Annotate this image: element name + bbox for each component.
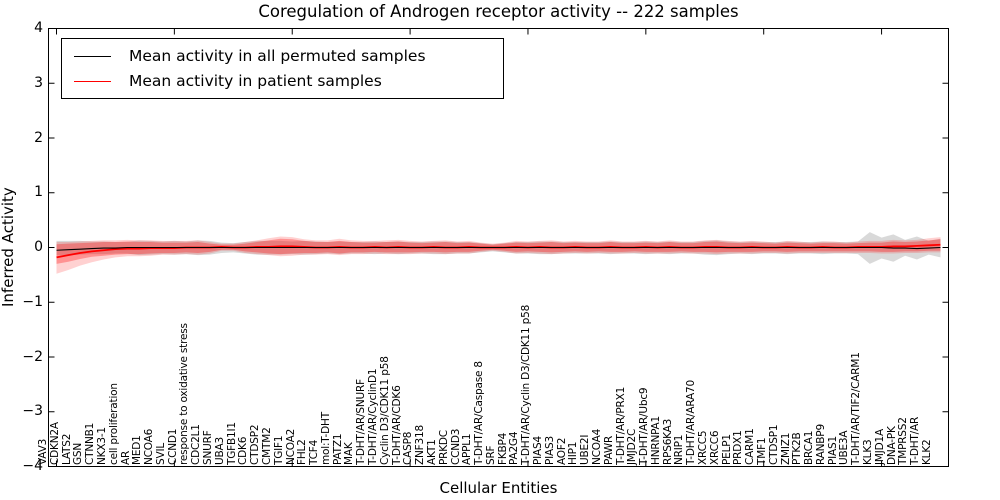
x-tick-label: RANBP9 — [814, 424, 827, 465]
x-tick-label: UBA3 — [213, 437, 226, 465]
x-tick-label: SVIL — [154, 443, 167, 465]
x-tick-label: SRF — [484, 445, 497, 465]
x-tick-label: cell proliferation — [107, 383, 120, 465]
x-tick-label: KLK2 — [921, 439, 933, 465]
x-axis-label: Cellular Entities — [439, 479, 558, 497]
y-tick-label: −1 — [22, 293, 43, 310]
y-tick-label: 1 — [34, 184, 43, 201]
legend-label-patient: Mean activity in patient samples — [129, 72, 382, 90]
y-tick-label: −2 — [22, 348, 43, 365]
x-tick-label: PRKDC — [437, 430, 450, 465]
x-tick-label: CMTM2 — [260, 427, 273, 465]
legend-label-permuted: Mean activity in all permuted samples — [129, 47, 426, 65]
y-tick-label: 0 — [34, 239, 43, 255]
patient-line-swatch — [74, 80, 111, 82]
y-tick-label: −4 — [22, 458, 43, 474]
y-tick-label: 2 — [34, 129, 43, 146]
legend-box: Mean activity in all permuted samples Me… — [61, 38, 504, 99]
legend-item-patient: Mean activity in patient samples — [74, 72, 503, 90]
x-tick-label: CDKN2A — [48, 422, 61, 465]
x-tick-label: NKX3-1 — [95, 427, 108, 465]
x-tick-label: HNRNPA1 — [649, 415, 662, 465]
patient-band-inner — [56, 238, 941, 264]
permuted-mean-line — [56, 246, 941, 251]
x-tick-label: PIAS3 — [543, 436, 556, 465]
x-tick-label: AKT1 — [425, 439, 438, 465]
y-tick-label: 4 — [34, 20, 43, 36]
x-tick-label: mol:T-DHT — [319, 412, 332, 465]
x-tick-label: JMJD1A — [873, 428, 886, 465]
x-tick-label: PAWR — [602, 435, 615, 465]
y-tick-label: 3 — [34, 74, 43, 91]
x-tick-label: TGIF1 — [272, 435, 285, 465]
permuted-line-swatch — [74, 55, 111, 57]
x-tick-label: Cyclin D3/CDK11 p58 — [378, 356, 391, 465]
y-tick-label: −3 — [22, 403, 43, 420]
legend-item-permuted: Mean activity in all permuted samples — [74, 47, 503, 65]
x-tick-label: XRCC6 — [708, 430, 721, 465]
x-tick-label: CTDSP1 — [767, 424, 780, 465]
chart-title: Coregulation of Androgen receptor activi… — [258, 2, 739, 21]
